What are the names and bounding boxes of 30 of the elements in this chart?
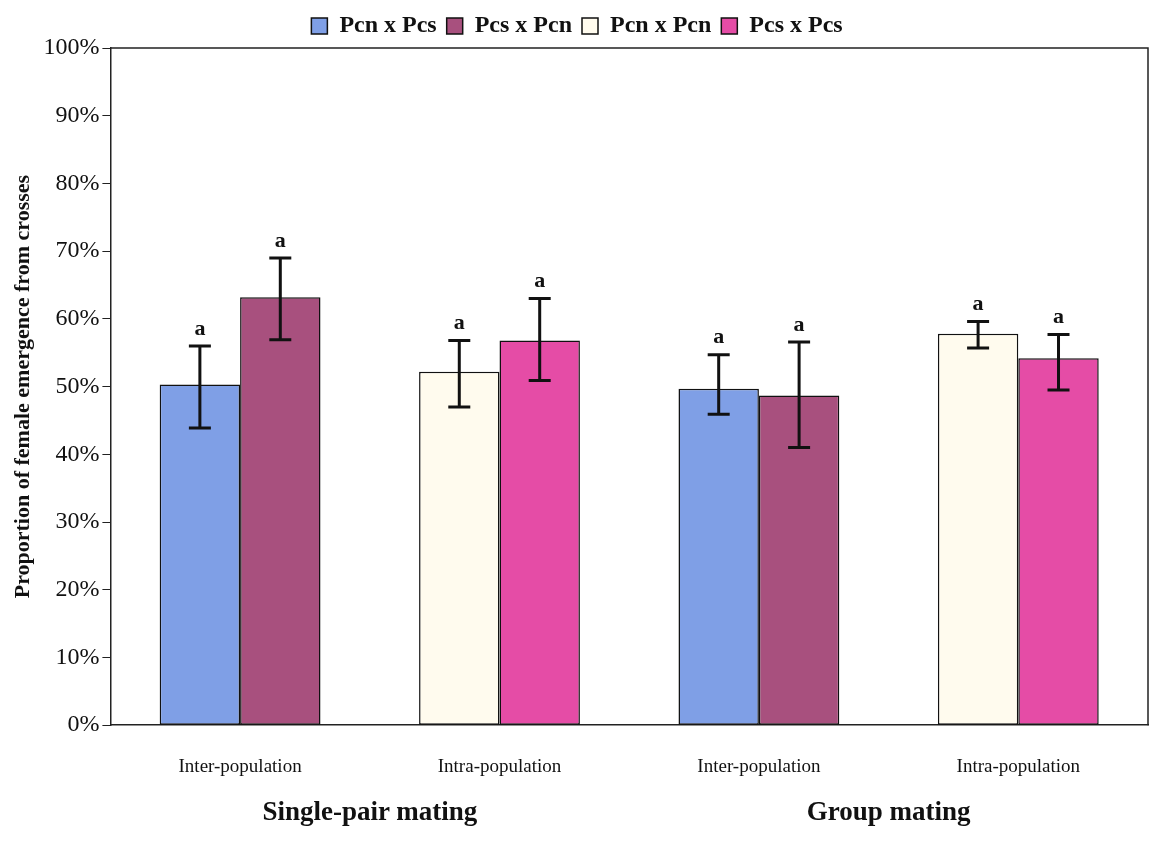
x-tick-label: Inter-population <box>697 754 821 776</box>
data-label: a <box>713 323 725 349</box>
y-tick-label: 70% <box>55 236 100 263</box>
x-tick-label: Intra-population <box>956 754 1081 776</box>
y-tick-label: 90% <box>55 101 100 128</box>
x-tick-label: Intra-population <box>437 754 562 776</box>
y-tick-label: 10% <box>55 642 100 669</box>
x-tick-label: Inter-population <box>178 754 303 776</box>
y-axis-title: Proportion of female emergence from crosses <box>8 174 34 599</box>
y-tick-label: 40% <box>55 439 100 466</box>
data-label: a <box>793 310 805 336</box>
legend-label: Pcn x Pcn <box>610 11 712 38</box>
y-tick-label: 30% <box>55 507 100 534</box>
y-tick-label: 60% <box>55 304 100 331</box>
y-tick-label: 50% <box>55 371 100 398</box>
legend-label: Pcn x Pcs <box>339 11 437 38</box>
data-label: a <box>972 290 984 316</box>
y-tick-label: 0% <box>67 710 100 737</box>
legend-label: Pcs x Pcn <box>474 11 572 38</box>
data-label: a <box>194 314 206 340</box>
text: Group mating <box>806 796 971 827</box>
legend-label: Pcs x Pcs <box>749 11 843 38</box>
data-label: a <box>274 226 286 252</box>
y-tick-label: 20% <box>55 575 100 602</box>
y-tick-label: 80% <box>55 168 100 195</box>
text: Single-pair mating <box>262 796 478 827</box>
data-label: a <box>534 267 546 293</box>
y-tick-label: 100% <box>43 33 100 60</box>
data-label: a <box>453 309 465 335</box>
data-label: a <box>1053 303 1065 329</box>
